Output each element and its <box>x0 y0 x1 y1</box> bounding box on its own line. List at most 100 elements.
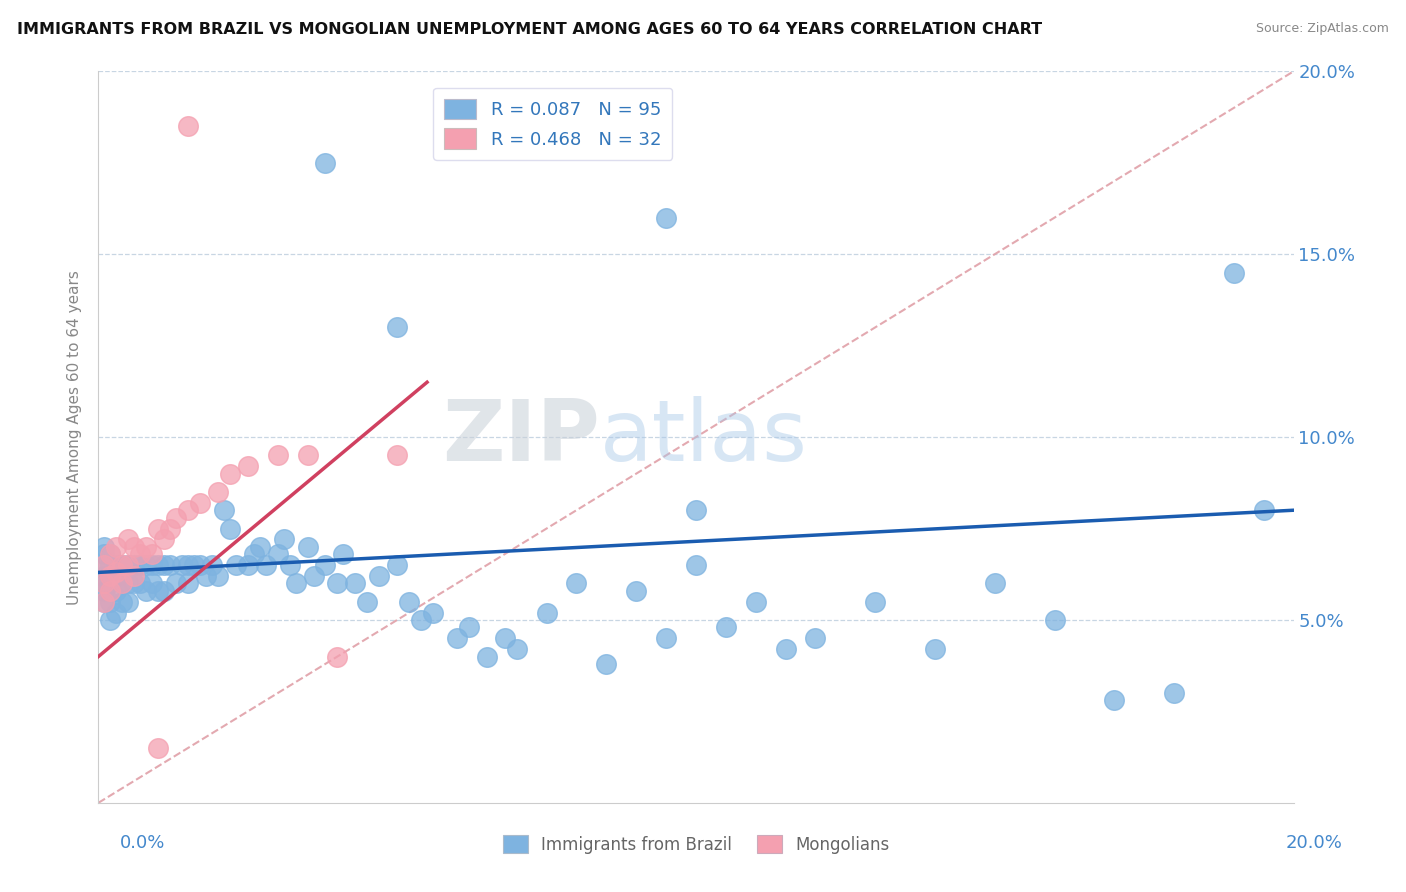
Point <box>111 594 134 608</box>
Point <box>332 547 354 561</box>
Point <box>249 540 271 554</box>
Y-axis label: Unemployment Among Ages 60 to 64 years: Unemployment Among Ages 60 to 64 years <box>67 269 83 605</box>
Point <box>148 740 170 755</box>
Point <box>297 448 319 462</box>
Point <box>105 558 128 573</box>
Point <box>385 448 409 462</box>
Point <box>98 547 122 561</box>
Point <box>105 566 128 580</box>
Point <box>98 613 122 627</box>
Point <box>105 540 128 554</box>
Point <box>565 576 588 591</box>
Point <box>93 558 115 573</box>
Point <box>124 569 146 583</box>
Point <box>153 583 176 598</box>
Point <box>1223 266 1246 280</box>
Point <box>183 558 205 573</box>
Text: Source: ZipAtlas.com: Source: ZipAtlas.com <box>1256 22 1389 36</box>
Point <box>745 594 768 608</box>
Point <box>141 576 163 591</box>
Point <box>195 569 218 583</box>
Point <box>595 657 617 671</box>
Point <box>148 583 170 598</box>
Point <box>356 594 378 608</box>
Point <box>153 533 176 547</box>
Point <box>117 558 139 573</box>
Point <box>93 576 115 591</box>
Point <box>536 606 558 620</box>
Point <box>385 558 409 573</box>
Point <box>685 558 707 573</box>
Point <box>111 558 134 573</box>
Point <box>129 558 152 573</box>
Point <box>236 558 259 573</box>
Point <box>775 642 797 657</box>
Point <box>315 156 337 170</box>
Point <box>278 558 301 573</box>
Point <box>422 606 444 620</box>
Point <box>93 540 115 554</box>
Point <box>93 569 115 583</box>
Point <box>98 558 122 573</box>
Point <box>148 558 170 573</box>
Point <box>165 510 187 524</box>
Point <box>117 558 139 573</box>
Point <box>177 120 200 134</box>
Point <box>297 540 319 554</box>
Point <box>177 558 200 573</box>
Point <box>98 576 122 591</box>
Point <box>93 558 115 573</box>
Point <box>326 649 349 664</box>
Point <box>93 576 115 591</box>
Point <box>924 642 946 657</box>
Text: 20.0%: 20.0% <box>1286 834 1343 852</box>
Point <box>105 606 128 620</box>
Point <box>135 583 157 598</box>
Point <box>458 620 481 634</box>
Point <box>129 547 152 561</box>
Text: atlas: atlas <box>600 395 808 479</box>
Point <box>368 569 391 583</box>
Point <box>1163 686 1185 700</box>
Point <box>398 594 420 608</box>
Point <box>124 576 146 591</box>
Point <box>135 540 157 554</box>
Point <box>93 583 115 598</box>
Point <box>1043 613 1066 627</box>
Point <box>326 576 349 591</box>
Point <box>98 583 122 598</box>
Point <box>411 613 433 627</box>
Text: IMMIGRANTS FROM BRAZIL VS MONGOLIAN UNEMPLOYMENT AMONG AGES 60 TO 64 YEARS CORRE: IMMIGRANTS FROM BRAZIL VS MONGOLIAN UNEM… <box>17 22 1042 37</box>
Point <box>93 594 115 608</box>
Point <box>98 569 122 583</box>
Point <box>93 594 115 608</box>
Point <box>865 594 887 608</box>
Point <box>201 558 224 573</box>
Point <box>105 583 128 598</box>
Point <box>124 540 146 554</box>
Point <box>685 503 707 517</box>
Point <box>124 558 146 573</box>
Text: ZIP: ZIP <box>443 395 600 479</box>
Point <box>111 558 134 573</box>
Point <box>225 558 247 573</box>
Point <box>494 632 516 646</box>
Point <box>506 642 529 657</box>
Point <box>1104 693 1126 707</box>
Point <box>207 569 229 583</box>
Point <box>984 576 1007 591</box>
Point <box>117 594 139 608</box>
Point <box>655 211 678 225</box>
Point <box>243 547 266 561</box>
Point <box>446 632 468 646</box>
Point <box>804 632 827 646</box>
Point <box>219 521 242 535</box>
Point <box>626 583 648 598</box>
Point <box>267 547 290 561</box>
Point <box>117 533 139 547</box>
Point <box>714 620 737 634</box>
Point <box>159 558 181 573</box>
Point <box>129 576 152 591</box>
Text: 0.0%: 0.0% <box>120 834 165 852</box>
Point <box>302 569 325 583</box>
